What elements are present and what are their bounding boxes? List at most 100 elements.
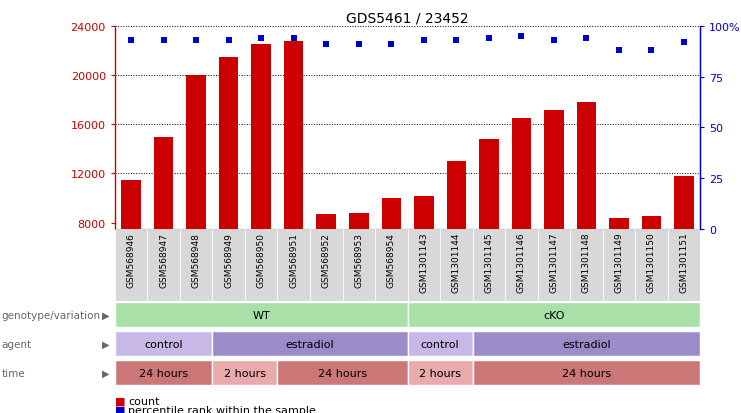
Text: 24 hours: 24 hours <box>318 368 367 378</box>
FancyBboxPatch shape <box>213 361 277 385</box>
Point <box>320 42 332 48</box>
Bar <box>609 218 628 229</box>
Point <box>255 36 267 42</box>
Text: control: control <box>421 339 459 349</box>
Bar <box>284 42 304 229</box>
FancyBboxPatch shape <box>245 229 277 301</box>
Text: GSM1301144: GSM1301144 <box>452 232 461 292</box>
Bar <box>414 196 433 229</box>
Text: 2 hours: 2 hours <box>419 368 461 378</box>
FancyBboxPatch shape <box>115 361 213 385</box>
Text: GSM568946: GSM568946 <box>127 232 136 287</box>
Bar <box>511 119 531 229</box>
FancyBboxPatch shape <box>602 229 635 301</box>
Bar <box>447 162 466 229</box>
Point <box>190 38 202 44</box>
FancyBboxPatch shape <box>408 361 473 385</box>
FancyBboxPatch shape <box>115 303 408 327</box>
Bar <box>316 214 336 229</box>
Point <box>385 42 397 48</box>
Point <box>613 48 625 55</box>
Text: GSM1301147: GSM1301147 <box>549 232 559 292</box>
FancyBboxPatch shape <box>570 229 602 301</box>
Text: GSM568953: GSM568953 <box>354 232 363 287</box>
Bar <box>544 110 564 229</box>
FancyBboxPatch shape <box>115 332 213 356</box>
FancyBboxPatch shape <box>180 229 213 301</box>
Point <box>223 38 235 44</box>
Text: cKO: cKO <box>543 310 565 320</box>
Text: control: control <box>144 339 183 349</box>
FancyBboxPatch shape <box>473 229 505 301</box>
Text: ■: ■ <box>115 396 129 406</box>
Text: time: time <box>1 368 25 378</box>
Text: GSM1301146: GSM1301146 <box>517 232 526 292</box>
FancyBboxPatch shape <box>277 361 408 385</box>
Bar <box>674 176 694 229</box>
FancyBboxPatch shape <box>505 229 538 301</box>
Point <box>158 38 170 44</box>
FancyBboxPatch shape <box>408 303 700 327</box>
Bar <box>219 57 239 229</box>
FancyBboxPatch shape <box>668 229 700 301</box>
Text: GSM568947: GSM568947 <box>159 232 168 287</box>
Text: GSM568954: GSM568954 <box>387 232 396 287</box>
Text: 24 hours: 24 hours <box>562 368 611 378</box>
Text: GSM1301149: GSM1301149 <box>614 232 623 292</box>
Text: estradiol: estradiol <box>286 339 334 349</box>
FancyBboxPatch shape <box>375 229 408 301</box>
Text: 2 hours: 2 hours <box>224 368 266 378</box>
Text: GSM568951: GSM568951 <box>289 232 298 287</box>
Text: GSM568950: GSM568950 <box>256 232 266 287</box>
Text: agent: agent <box>1 339 32 349</box>
Point <box>548 38 559 44</box>
Bar <box>349 213 368 229</box>
Text: ▶: ▶ <box>102 368 110 378</box>
Bar <box>154 137 173 229</box>
FancyBboxPatch shape <box>213 229 245 301</box>
FancyBboxPatch shape <box>115 229 147 301</box>
FancyBboxPatch shape <box>473 332 700 356</box>
Title: GDS5461 / 23452: GDS5461 / 23452 <box>346 12 469 26</box>
Point <box>418 38 430 44</box>
Text: percentile rank within the sample: percentile rank within the sample <box>128 405 316 413</box>
Text: ▶: ▶ <box>102 310 110 320</box>
Bar <box>642 217 661 229</box>
Point <box>353 42 365 48</box>
FancyBboxPatch shape <box>408 229 440 301</box>
Text: GSM1301145: GSM1301145 <box>485 232 494 292</box>
FancyBboxPatch shape <box>538 229 570 301</box>
FancyBboxPatch shape <box>213 332 408 356</box>
Bar <box>187 76 206 229</box>
Point <box>678 40 690 46</box>
Text: GSM1301143: GSM1301143 <box>419 232 428 292</box>
FancyBboxPatch shape <box>342 229 375 301</box>
Text: WT: WT <box>253 310 270 320</box>
FancyBboxPatch shape <box>310 229 342 301</box>
Point <box>580 36 592 42</box>
Bar <box>251 45 271 229</box>
Text: GSM1301150: GSM1301150 <box>647 232 656 293</box>
Text: count: count <box>128 396 160 406</box>
Point <box>516 33 528 40</box>
Bar <box>479 140 499 229</box>
Text: genotype/variation: genotype/variation <box>1 310 101 320</box>
Point <box>125 38 137 44</box>
FancyBboxPatch shape <box>277 229 310 301</box>
Point <box>451 38 462 44</box>
Text: ▶: ▶ <box>102 339 110 349</box>
Bar <box>122 180 141 229</box>
FancyBboxPatch shape <box>440 229 473 301</box>
FancyBboxPatch shape <box>408 332 473 356</box>
Text: GSM1301151: GSM1301151 <box>679 232 688 293</box>
FancyBboxPatch shape <box>635 229 668 301</box>
Text: GSM568952: GSM568952 <box>322 232 330 287</box>
Text: estradiol: estradiol <box>562 339 611 349</box>
FancyBboxPatch shape <box>147 229 180 301</box>
Text: GSM568949: GSM568949 <box>225 232 233 287</box>
FancyBboxPatch shape <box>473 361 700 385</box>
Bar <box>576 103 597 229</box>
Point <box>645 48 657 55</box>
Text: ■: ■ <box>115 405 129 413</box>
Point <box>288 36 299 42</box>
